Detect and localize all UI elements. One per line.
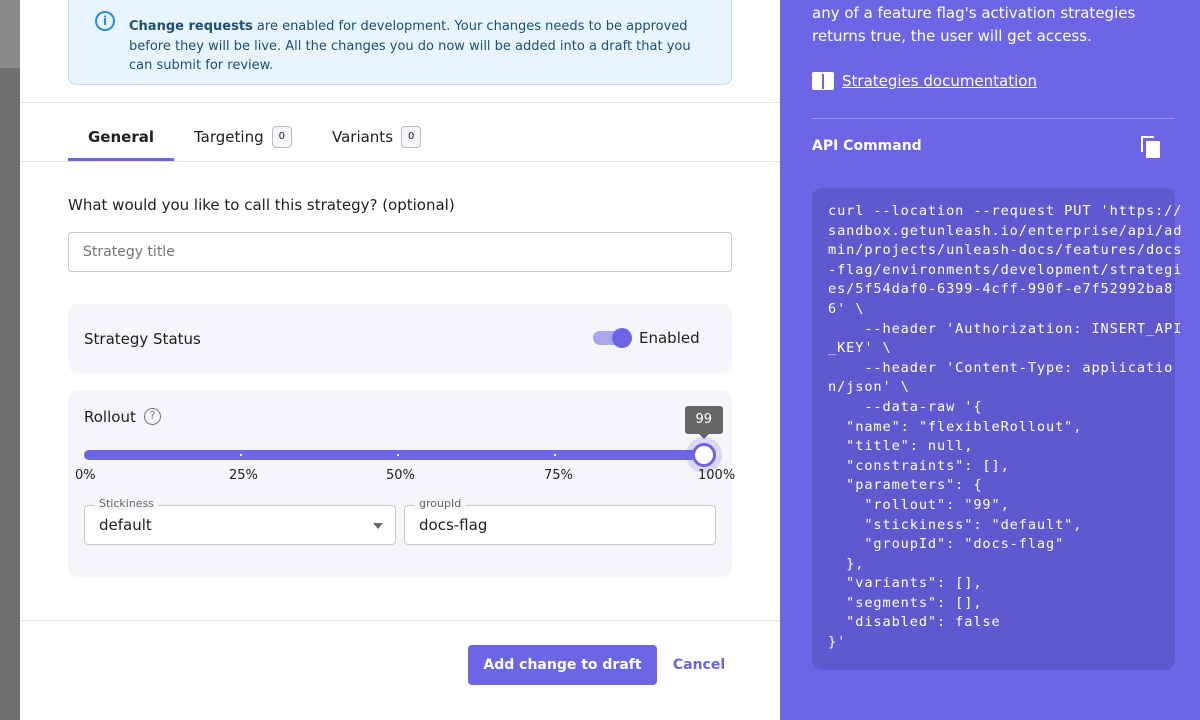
api-command-title: API Command [812, 138, 922, 154]
mark-label: 0% [75, 468, 96, 483]
mark-label: 50% [386, 468, 415, 483]
strategy-title-label: What would you like to call this strateg… [68, 196, 455, 214]
book-icon [812, 72, 834, 90]
enabled-toggle[interactable] [593, 328, 632, 348]
strategy-title-input[interactable] [68, 232, 732, 272]
tick-dot [397, 454, 399, 456]
tab-label: General [88, 128, 154, 146]
modal-backdrop[interactable] [0, 0, 20, 720]
cancel-button[interactable]: Cancel [666, 645, 732, 685]
strategy-modal: i Change requests are enabled for develo… [20, 0, 780, 720]
tab-targeting[interactable]: Targeting 0 [174, 118, 312, 161]
count-badge: 0 [401, 126, 422, 148]
stickiness-value: default [99, 516, 152, 534]
toggle-label: Enabled [639, 329, 700, 347]
tab-label: Variants [331, 128, 394, 146]
divider [20, 161, 780, 162]
help-icon[interactable]: ? [144, 408, 161, 425]
tick-dot [240, 454, 242, 456]
mark-label: 100% [698, 468, 736, 483]
divider [20, 620, 780, 621]
chevron-down-icon [373, 523, 383, 529]
rollout-label: Rollout [84, 408, 136, 426]
divider [20, 102, 780, 103]
stickiness-select[interactable]: Stickiness default [84, 498, 396, 545]
tabs: General Targeting 0 Variants 0 [68, 118, 441, 161]
alert-text: are enabled for development. Your change… [129, 19, 691, 73]
sidebar-description: any of a feature flag's activation strat… [812, 4, 1136, 45]
strategies-documentation-link[interactable]: Strategies documentation [812, 72, 1037, 90]
api-command-code: curl --location --request PUT 'https:// … [812, 188, 1181, 670]
mark-label: 75% [544, 468, 573, 483]
rollout-slider-track[interactable] [84, 450, 710, 460]
alert-bold: Change requests [129, 19, 253, 34]
tab-variants[interactable]: Variants 0 [312, 118, 441, 161]
link-text: Strategies documentation [842, 72, 1037, 90]
divider [812, 118, 1175, 119]
rollout-card: Rollout ? 99 0% 25% 50% 75% 100% Stickin… [68, 390, 736, 577]
add-change-to-draft-button[interactable]: Add change to draft [468, 645, 657, 685]
rollout-tooltip: 99 [684, 406, 723, 439]
rollout-slider-thumb[interactable] [691, 443, 716, 467]
groupid-label: groupId [415, 498, 466, 510]
count-badge: 0 [271, 126, 292, 148]
mark-label: 25% [229, 468, 258, 483]
info-icon: i [95, 11, 115, 31]
tab-general[interactable]: General [68, 118, 174, 161]
help-sidebar: any of a feature flag's activation strat… [780, 0, 1200, 720]
groupid-value: docs-flag [419, 516, 488, 534]
change-request-alert: i Change requests are enabled for develo… [68, 0, 732, 85]
groupid-input[interactable]: groupId docs-flag [404, 498, 716, 545]
stickiness-label: Stickiness [95, 498, 159, 510]
copy-icon[interactable] [1141, 136, 1161, 158]
tab-label: Targeting [194, 128, 264, 146]
strategy-status-label: Strategy Status [84, 330, 201, 348]
strategy-status-card: Strategy Status Enabled [68, 304, 732, 373]
tick-dot [554, 454, 556, 456]
